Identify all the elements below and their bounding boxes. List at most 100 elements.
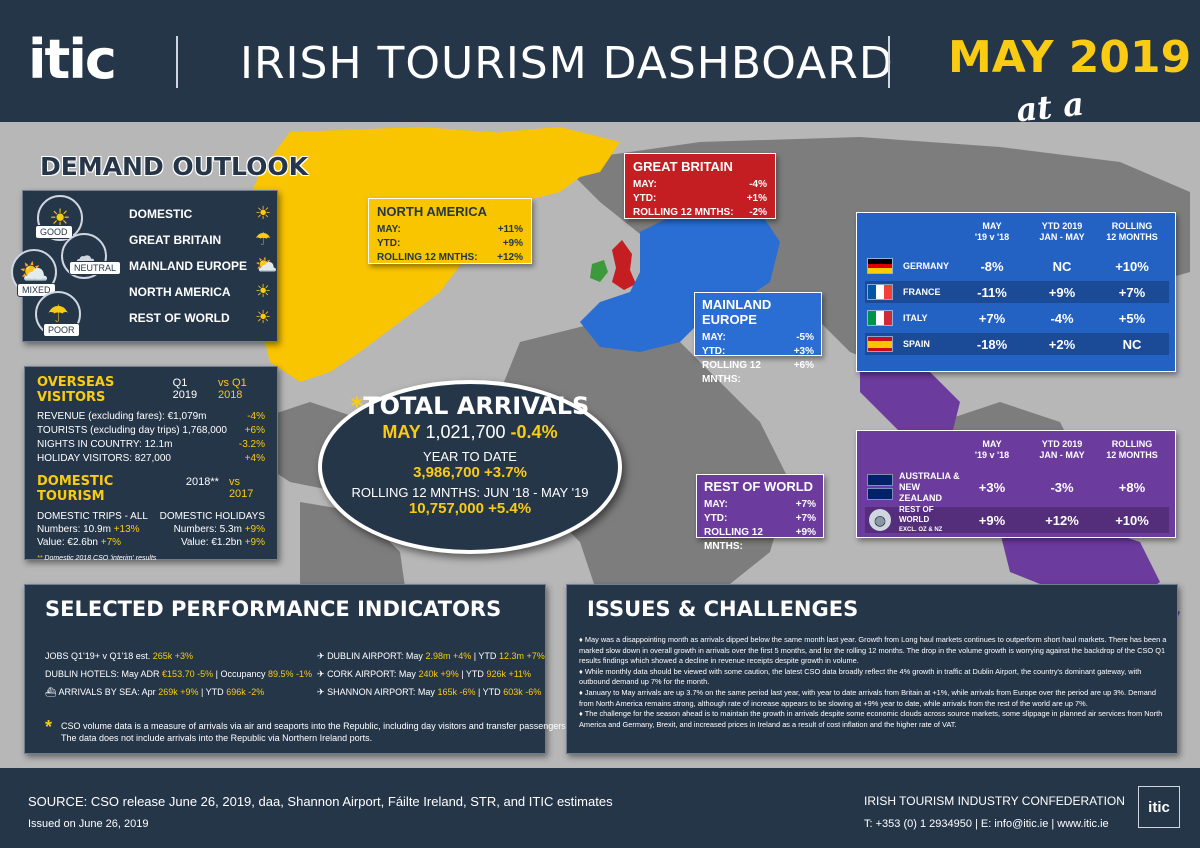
spain-flag-icon (867, 336, 893, 352)
header-divider (176, 36, 178, 88)
indicator-value: 265k +3% (152, 651, 194, 661)
may-value: +9% (978, 512, 1006, 528)
issue-text: January to May arrivals are up 3.7% on t… (579, 687, 1157, 708)
metric-row: NIGHTS IN COUNTRY: 12.1m -3.2% (37, 438, 265, 452)
metric-label: REVENUE (excluding fares): €1,079m (37, 411, 207, 422)
stat-value: +3% (793, 346, 814, 357)
stat-row: MAY: -5% (702, 331, 814, 345)
domestic-col-heading: DOMESTIC TRIPS - ALL (37, 511, 148, 522)
stat-value: +9% (502, 238, 523, 249)
indicator-label: | YTD (461, 669, 484, 679)
shannon-airport-indicator: ✈ SHANNON AIRPORT: May 165k -6% | YTD 60… (317, 687, 541, 698)
stat-label: MAY: (633, 179, 657, 190)
legend-good: GOOD (35, 225, 73, 239)
long-haul-markets-table: MAY '19 v '18 YTD 2019 JAN - MAY ROLLING… (856, 430, 1176, 538)
may-change: -0.4% (510, 422, 558, 442)
plane-icon: ✈ (317, 651, 325, 661)
note-mark: ** (37, 555, 43, 562)
stat-row: ROLLING 12 MNTHS: +9% (704, 526, 816, 554)
demand-outlook-panel: ☀ GOOD ☁ NEUTRAL ⛅ MIXED ☂ POOR DOMESTIC… (11, 190, 278, 342)
sun-icon: ☀ (255, 203, 272, 223)
stat-value: +7% (795, 513, 816, 524)
country-name: REST OF WORLD (899, 505, 934, 524)
column-header: YTD 2019 JAN - MAY (1039, 221, 1085, 242)
holiday-numbers-change: +9% (244, 524, 265, 535)
stat-row: MAY: -4% (633, 178, 767, 192)
rolling-value: +10% (1115, 258, 1149, 274)
source-text: SOURCE: CSO release June 26, 2019, daa, … (28, 794, 613, 809)
metric-value: -4% (247, 411, 265, 422)
stat-value: +6% (793, 360, 814, 371)
mainland-europe-box: MAINLAND EUROPE MAY: -5% YTD: +3% ROLLING … (694, 292, 822, 385)
metric-label: TOURISTS (excluding day trips) 1,768,000 (37, 425, 227, 436)
domestic-value-change: +7% (100, 537, 122, 548)
indicator-value: 12.3m +7% (498, 651, 545, 661)
table-row: ITALY +7% -4% +5% (865, 307, 1169, 329)
indicator-value: 926k +11% (486, 669, 532, 679)
contact-details[interactable]: T: +353 (0) 1 2934950 | E: info@itic.ie … (864, 818, 1109, 830)
country-note: EXCL. OZ & NZ (899, 527, 943, 533)
domestic-row: Numbers: 10.9m +13% Numbers: 5.3m +9% (37, 523, 265, 536)
issues-list: ♦ May was a disappointing month as arriv… (579, 635, 1171, 730)
dublin-airport-indicator: ✈ DUBLIN AIRPORT: May 2.98m +4% | YTD 12… (317, 651, 545, 662)
market-mainland-europe: MAINLAND EUROPE (129, 259, 248, 273)
stat-label: ROLLING 12 MNTHS: (633, 207, 734, 218)
globe-icon: ◍ (869, 509, 891, 531)
indicator-value: 89.5% -1% (268, 669, 313, 679)
may-value: -18% (976, 336, 1008, 352)
performance-indicators-panel: SELECTED PERFORMANCE INDICATORS JOBS Q1'… (24, 584, 568, 754)
stat-label: YTD: (377, 238, 401, 249)
indicator-label: JOBS Q1'19+ v Q1'18 est. (45, 651, 151, 661)
total-arrivals-oval: *TOTAL ARRIVALS MAY 1,021,700 -0.4% YEAR… (318, 380, 622, 554)
metric-row: TOURISTS (excluding day trips) 1,768,000… (37, 424, 265, 438)
indicator-value: 240k +9% (418, 669, 459, 679)
footer-logo: itic (1138, 786, 1180, 828)
issue-text: The challenge for the season ahead is to… (579, 709, 1163, 729)
metric-value: +6% (244, 425, 265, 436)
indicator-value: 603k -6% (503, 687, 542, 697)
stat-value: +7% (795, 499, 816, 510)
great-britain-region (612, 240, 636, 290)
asterisk-icon: * (45, 717, 53, 737)
stat-row: YTD: +1% (633, 192, 767, 206)
market-great-britain: GREAT BRITAIN (129, 233, 222, 247)
stat-value: -2% (749, 207, 767, 218)
issues-challenges-panel: ISSUES & CHALLENGES ♦ May was a disappoi… (566, 584, 1178, 754)
issue-text: May was a disappointing month as arrival… (579, 635, 1167, 666)
sun-icon: ☀ (255, 307, 272, 327)
mainland-europe-title: MAINLAND EUROPE (702, 297, 772, 327)
note-text: Domestic 2018 CSO 'interim' results (44, 555, 157, 562)
stat-row: YTD: +9% (377, 237, 523, 251)
column-header: ROLLING 12 MONTHS (1106, 439, 1158, 460)
domestic-row: DOMESTIC TRIPS - ALL DOMESTIC HOLIDAYS (37, 510, 265, 523)
domestic-col-heading: DOMESTIC HOLIDAYS (159, 511, 265, 522)
rest-of-world-title: REST OF WORLD (704, 479, 814, 494)
rolling-value: +10% (1115, 512, 1149, 528)
holiday-value: Value: €1.2bn (180, 537, 242, 548)
overseas-period: Q1 2019 (172, 377, 198, 401)
rolling-value: NC (1122, 336, 1142, 352)
indicator-label: ARRIVALS BY SEA: Apr (58, 687, 156, 697)
metric-label: NIGHTS IN COUNTRY: 12.1m (37, 439, 173, 450)
indicator-label: DUBLIN HOTELS: May ADR (45, 669, 160, 679)
cork-airport-indicator: ✈ CORK AIRPORT: May 240k +9% | YTD 926k … (317, 669, 531, 680)
australia-flag-icon (867, 474, 893, 486)
north-america-box: NORTH AMERICA MAY: +11% YTD: +9% ROLLING 1… (368, 198, 532, 264)
table-row: FRANCE -11% +9% +7% (865, 281, 1169, 303)
legend-neutral: NEUTRAL (69, 261, 122, 275)
country-name: AUSTRALIA & NEW ZEALAND (899, 470, 960, 503)
month-title: MAY 2019 (948, 32, 1192, 83)
organisation-name: IRISH TOURISM INDUSTRY CONFEDERATION (864, 794, 1125, 808)
table-row: ◍ REST OF WORLD EXCL. OZ & NZ +9% +12% +… (865, 505, 1169, 533)
domestic-row: Value: €2.6bn +7% Value: €1.2bn +9% (37, 536, 265, 549)
table-row: SPAIN -18% +2% NC (865, 333, 1169, 355)
issue-bullet: ♦ January to May arrivals are up 3.7% on… (579, 687, 1157, 708)
indicator-label: | YTD (473, 651, 497, 661)
ytd-label: YEAR TO DATE (423, 449, 517, 464)
indicator-label: DUBLIN AIRPORT: May (327, 651, 423, 661)
performance-title: SELECTED PERFORMANCE INDICATORS (45, 597, 502, 621)
country-name: FRANCE (903, 287, 941, 297)
metric-value: +4% (244, 453, 265, 464)
indicator-label: SHANNON AIRPORT: May (327, 687, 435, 697)
rest-of-world-box: REST OF WORLD MAY: +7% YTD: +7% ROLLING 12… (696, 474, 824, 552)
